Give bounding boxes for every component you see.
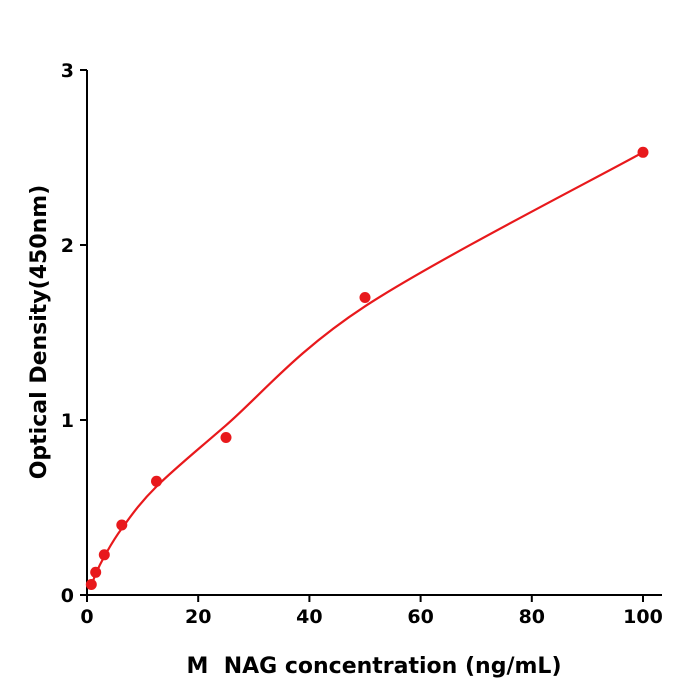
- x-tick-label: 100: [623, 606, 663, 628]
- y-tick-label: 3: [61, 60, 74, 82]
- x-tick-label: 60: [407, 606, 433, 628]
- data-point: [116, 519, 128, 531]
- y-axis-label: Optical Density(450nm): [27, 185, 52, 480]
- data-point: [220, 432, 232, 443]
- data-point: [85, 579, 97, 590]
- data-point: [359, 292, 371, 303]
- data-point: [98, 549, 110, 561]
- tick-label-layer: 0 20 40 60 80 100 0 1 2 3: [61, 60, 663, 628]
- data-point: [90, 566, 102, 578]
- y-tick-label: 0: [61, 585, 74, 607]
- data-point: [637, 146, 649, 158]
- x-axis-label: M NAG concentration (ng/mL): [186, 654, 561, 679]
- x-tick-label: 0: [80, 606, 93, 628]
- x-tick-label: 20: [185, 606, 211, 628]
- axes-layer: [80, 69, 662, 602]
- y-tick-label: 2: [61, 235, 74, 257]
- fit-curve: [90, 151, 645, 588]
- series-layer: [85, 146, 649, 590]
- y-tick-label: 1: [61, 410, 74, 432]
- data-point: [151, 475, 162, 487]
- x-tick-label: 40: [296, 606, 322, 628]
- x-tick-label: 80: [519, 606, 545, 628]
